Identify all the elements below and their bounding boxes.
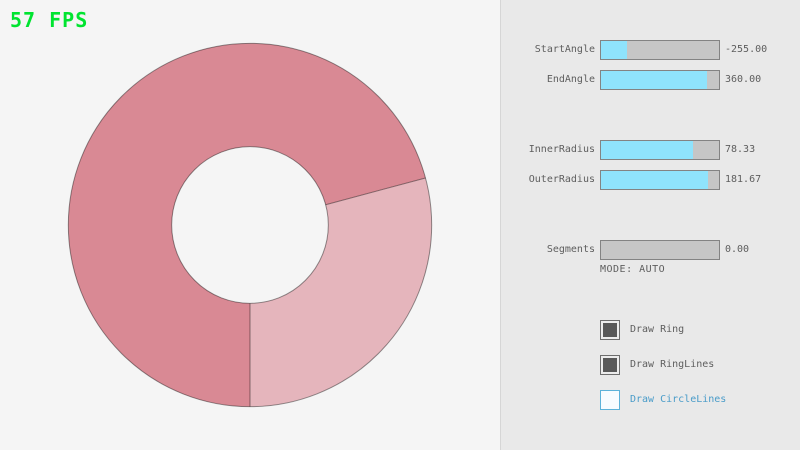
control-panel: [501, 0, 800, 450]
slider-outerradius[interactable]: [600, 170, 720, 190]
slider-segments[interactable]: [600, 240, 720, 260]
slider-label-segments: Segments: [546, 244, 595, 255]
slider-value-segments: 0.00: [725, 244, 750, 255]
slider-label-innerradius: InnerRadius: [528, 144, 595, 155]
slider-label-endangle: EndAngle: [546, 74, 595, 85]
slider-value-startangle: -255.00: [725, 44, 768, 55]
ring-outer-outline: [67, 42, 433, 408]
ring-overlap-segment: [68, 43, 426, 407]
slider-fill: [601, 71, 708, 89]
slider-fill: [601, 141, 694, 159]
checkmark-icon: [603, 358, 617, 372]
checkbox-label-draw-circlelines: Draw CircleLines: [630, 394, 727, 405]
ring-inner-outline: [171, 146, 329, 304]
slider-value-endangle: 360.00: [725, 74, 762, 85]
checkbox-label-draw-ring: Draw Ring: [630, 324, 685, 335]
slider-value-innerradius: 78.33: [725, 144, 756, 155]
checkbox-draw-circlelines[interactable]: [600, 390, 620, 410]
slider-startangle[interactable]: [600, 40, 720, 60]
slider-endangle[interactable]: [600, 70, 720, 90]
slider-label-outerradius: OuterRadius: [528, 174, 595, 185]
fps-counter: 57 FPS: [10, 8, 89, 32]
checkbox-label-draw-ringlines: Draw RingLines: [630, 359, 715, 370]
checkmark-icon: [603, 323, 617, 337]
checkbox-draw-ring[interactable]: [600, 320, 620, 340]
ring-single-segment: [250, 177, 432, 407]
checkbox-draw-ringlines[interactable]: [600, 355, 620, 375]
mode-label: MODE: AUTO: [600, 264, 666, 275]
slider-value-outerradius: 181.67: [725, 174, 762, 185]
slider-innerradius[interactable]: [600, 140, 720, 160]
slider-fill: [601, 171, 709, 189]
slider-label-startangle: StartAngle: [534, 44, 595, 55]
ring-start-angle-line: [325, 177, 426, 206]
slider-fill: [601, 41, 627, 59]
panel-divider: [500, 0, 501, 450]
